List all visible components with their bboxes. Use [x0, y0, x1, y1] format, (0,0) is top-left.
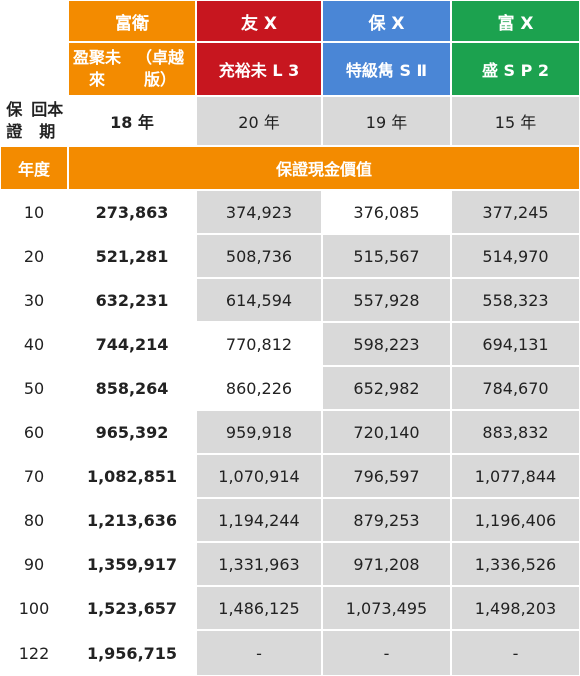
value-cell: 720,140	[323, 411, 450, 453]
value-cell: 1,336,526	[452, 543, 579, 585]
year-cell: 80	[1, 499, 67, 541]
value-cell: 770,812	[197, 323, 321, 365]
value-cell: 374,923	[197, 191, 321, 233]
company-header: 友 X	[197, 1, 321, 41]
value-cell: 971,208	[323, 543, 450, 585]
year-cell: 122	[1, 631, 67, 675]
year-cell: 40	[1, 323, 67, 365]
company-header: 富 X	[452, 1, 579, 41]
value-cell: 744,214	[69, 323, 195, 365]
value-cell: 515,567	[323, 235, 450, 277]
value-cell: 1,498,203	[452, 587, 579, 629]
value-cell: 858,264	[69, 367, 195, 409]
year-cell: 10	[1, 191, 67, 233]
product-name: 盛 S P 2	[452, 43, 579, 95]
value-cell: 1,956,715	[69, 631, 195, 675]
value-cell: 1,194,244	[197, 499, 321, 541]
year-cell: 100	[1, 587, 67, 629]
value-cell: -	[323, 631, 450, 675]
product-name: 盈聚未來 （卓越版）	[69, 43, 195, 95]
value-cell: 514,970	[452, 235, 579, 277]
payback-term: 15 年	[452, 97, 579, 145]
value-cell: 557,928	[323, 279, 450, 321]
value-cell: 521,281	[69, 235, 195, 277]
value-cell: 377,245	[452, 191, 579, 233]
value-cell: 796,597	[323, 455, 450, 497]
payback-term: 19 年	[323, 97, 450, 145]
year-cell: 30	[1, 279, 67, 321]
value-cell: 965,392	[69, 411, 195, 453]
value-cell: 1,359,917	[69, 543, 195, 585]
value-cell: 879,253	[323, 499, 450, 541]
corner-cell	[1, 1, 67, 41]
value-cell: 1,213,636	[69, 499, 195, 541]
year-cell: 90	[1, 543, 67, 585]
year-cell: 50	[1, 367, 67, 409]
term-label: 保證 回本期	[1, 97, 67, 145]
corner-cell	[1, 43, 67, 95]
section-title: 保證現金價值	[69, 147, 579, 189]
year-cell: 20	[1, 235, 67, 277]
value-cell: 1,070,914	[197, 455, 321, 497]
value-cell: 694,131	[452, 323, 579, 365]
value-cell: 598,223	[323, 323, 450, 365]
year-cell: 60	[1, 411, 67, 453]
value-cell: 273,863	[69, 191, 195, 233]
value-cell: 883,832	[452, 411, 579, 453]
value-cell: 376,085	[323, 191, 450, 233]
value-cell: 1,082,851	[69, 455, 195, 497]
payback-term: 18 年	[69, 97, 195, 145]
company-header: 富衛	[69, 1, 195, 41]
value-cell: 784,670	[452, 367, 579, 409]
value-cell: 508,736	[197, 235, 321, 277]
value-cell: 1,486,125	[197, 587, 321, 629]
payback-term: 20 年	[197, 97, 321, 145]
value-cell: 652,982	[323, 367, 450, 409]
company-header: 保 X	[323, 1, 450, 41]
value-cell: 1,331,963	[197, 543, 321, 585]
year-cell: 70	[1, 455, 67, 497]
product-name: 充裕未 L 3	[197, 43, 321, 95]
value-cell: 959,918	[197, 411, 321, 453]
value-cell: -	[197, 631, 321, 675]
year-header: 年度	[1, 147, 67, 189]
product-name: 特級雋 S Ⅱ	[323, 43, 450, 95]
value-cell: 1,196,406	[452, 499, 579, 541]
value-cell: 860,226	[197, 367, 321, 409]
value-cell: -	[452, 631, 579, 675]
value-cell: 1,073,495	[323, 587, 450, 629]
value-cell: 614,594	[197, 279, 321, 321]
value-cell: 632,231	[69, 279, 195, 321]
value-cell: 558,323	[452, 279, 579, 321]
value-cell: 1,523,657	[69, 587, 195, 629]
value-cell: 1,077,844	[452, 455, 579, 497]
